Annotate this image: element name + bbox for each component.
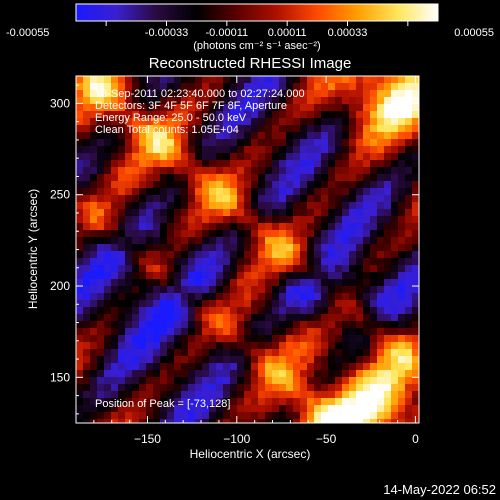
y-tick-label: 150	[50, 370, 70, 384]
colorbar-tick-label: -0.00033	[145, 27, 188, 39]
heatmap-cells	[76, 76, 419, 423]
x-axis-ticks: −150 −100 −50 0	[93, 76, 419, 446]
annotation-line-2: Detectors: 3F 4F 5F 6F 7F 8F, Aperture	[95, 100, 287, 112]
annotation-block: 18-Sep-2011 02:23:40.000 to 02:27:24.000…	[95, 88, 305, 136]
x-tick-label: −50	[316, 432, 337, 446]
colorbar-tick-label: 0.00055	[454, 27, 494, 39]
annotation-line-3: Energy Range: 25.0 - 50.0 keV	[95, 112, 247, 124]
y-tick-label: 200	[50, 279, 70, 293]
y-axis-label: Heliocentric Y (arcsec)	[26, 189, 40, 309]
x-tick-label: −100	[223, 432, 250, 446]
colorbar-tick-label: 0.00011	[268, 27, 307, 39]
colorbar-tick-labels: -0.00055 -0.00033 -0.00011 0.00011 0.00033 0.…	[6, 27, 494, 39]
plot-title: Reconstructed RHESSI Image	[149, 55, 352, 72]
colorbar-tick-label: -0.00055	[6, 27, 49, 39]
colorbar	[75, 3, 439, 22]
colorbar-ticks	[105, 21, 409, 26]
y-tick-label: 250	[50, 188, 70, 202]
y-tick-label: 300	[50, 96, 70, 110]
y-axis-ticks: 150 200 250 300	[50, 84, 419, 415]
colorbar-tick-label: 0.00033	[328, 27, 368, 39]
peak-position-label: Position of Peak = [-73,128]	[95, 398, 230, 410]
colorbar-tick-label: -0.00011	[206, 27, 249, 39]
colorbar-unit-label: (photons cm⁻² s⁻¹ asec⁻²)	[193, 40, 320, 52]
x-axis-label: Heliocentric X (arcsec)	[190, 447, 311, 461]
x-tick-label: −150	[134, 432, 161, 446]
annotation-line-1: 18-Sep-2011 02:23:40.000 to 02:27:24.000	[95, 88, 305, 100]
timestamp: 14-May-2022 06:52	[383, 482, 496, 497]
annotation-line-4: Clean Total counts: 1.05E+04	[95, 124, 239, 136]
x-tick-label: 0	[412, 432, 419, 446]
image-area	[76, 76, 419, 423]
